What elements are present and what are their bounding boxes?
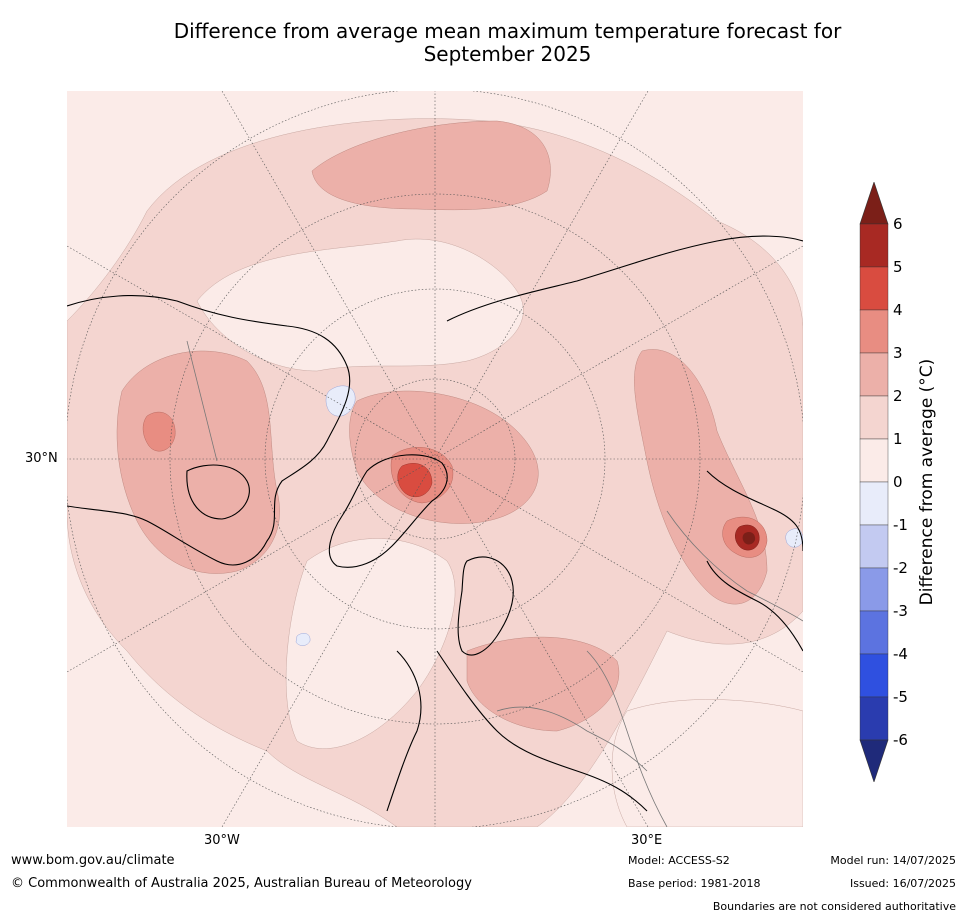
colorbar-extend-min: [859, 739, 889, 782]
colorbar-tick-label: 5: [893, 258, 903, 276]
footer-model-run: Model run: 14/07/2025: [830, 854, 956, 867]
colorbar-bin: [859, 653, 889, 698]
colorbar-tick-label: -5: [893, 688, 908, 706]
east-asia-coast: [706, 470, 803, 652]
map-title: Difference from average mean maximum tem…: [0, 20, 965, 66]
anomaly-region-2to3-america: [116, 350, 280, 574]
colorbar: [859, 182, 889, 782]
footer-url[interactable]: www.bom.gov.au/climate: [11, 853, 175, 868]
eurasia-arctic-coast: [446, 235, 803, 322]
title-line-2: September 2025: [423, 42, 592, 66]
europe-coast: [386, 650, 648, 812]
colorbar-bin: [859, 696, 889, 741]
colorbar-bin: [859, 223, 889, 268]
colorbar-bin: [859, 266, 889, 311]
colorbar-tick-label: 6: [893, 215, 903, 233]
anomaly-region-0to1-east: [611, 699, 803, 827]
colorbar-bin: [859, 438, 889, 483]
colorbar-tick-label: 2: [893, 387, 903, 405]
footer-disclaimer: Boundaries are not considered authoritat…: [712, 900, 956, 913]
colorbar-bin: [859, 395, 889, 440]
colorbar-tick-label: 3: [893, 344, 903, 362]
colorbar-extend-max: [859, 182, 889, 225]
map-canvas: [67, 91, 803, 827]
anomaly-region-2to3-europe: [466, 636, 620, 732]
scandinavia-coast: [457, 556, 514, 656]
colorbar-tick-label: 4: [893, 301, 903, 319]
colorbar-segments: [859, 182, 889, 782]
colorbar-bin: [859, 610, 889, 655]
temperature-anomaly-map: [67, 91, 803, 827]
title-line-1: Difference from average mean maximum tem…: [173, 19, 842, 43]
longitude-label-30w: 30°W: [204, 833, 240, 848]
greenland-coast: [328, 454, 448, 568]
colorbar-bin: [859, 567, 889, 612]
anomaly-region-0to1-arctic: [196, 238, 524, 372]
colorbar-bin: [859, 309, 889, 354]
north-america-coast: [67, 295, 351, 566]
longitude-label-30e: 30°E: [631, 833, 663, 848]
anomaly-region-2to3-north: [311, 120, 551, 211]
colorbar-tick-label: -6: [893, 731, 908, 749]
latitude-label-30n: 30°N: [25, 451, 58, 466]
colorbar-tick-label: -1: [893, 516, 908, 534]
hudson-bay-coast: [186, 464, 250, 520]
coastlines: [67, 235, 803, 812]
footer-model: Model: ACCESS-S2: [628, 854, 730, 867]
colorbar-label: Difference from average (°C): [917, 358, 937, 606]
colorbar-tick-label: 1: [893, 430, 903, 448]
footer-base-period: Base period: 1981-2018: [628, 877, 761, 890]
colorbar-tick-label: -2: [893, 559, 908, 577]
graticule: [67, 91, 803, 827]
anomaly-region-4to5: [397, 463, 433, 498]
colorbar-bin: [859, 481, 889, 526]
colorbar-tick-label: -4: [893, 645, 908, 663]
footer-copyright: © Commonwealth of Australia 2025, Austra…: [11, 876, 472, 891]
anomaly-region-neg1to0-atlantic: [295, 633, 311, 646]
anomaly-region-above6: [742, 531, 756, 545]
colorbar-tick-label: 0: [893, 473, 903, 491]
anomaly-region-3to4-america: [142, 411, 176, 452]
anomaly-region-neg1to0-asia: [785, 528, 803, 548]
country-borders: [186, 340, 803, 827]
colorbar-tick-label: -3: [893, 602, 908, 620]
footer-issued: Issued: 16/07/2025: [849, 877, 956, 890]
colorbar-bin: [859, 352, 889, 397]
colorbar-bin: [859, 524, 889, 569]
